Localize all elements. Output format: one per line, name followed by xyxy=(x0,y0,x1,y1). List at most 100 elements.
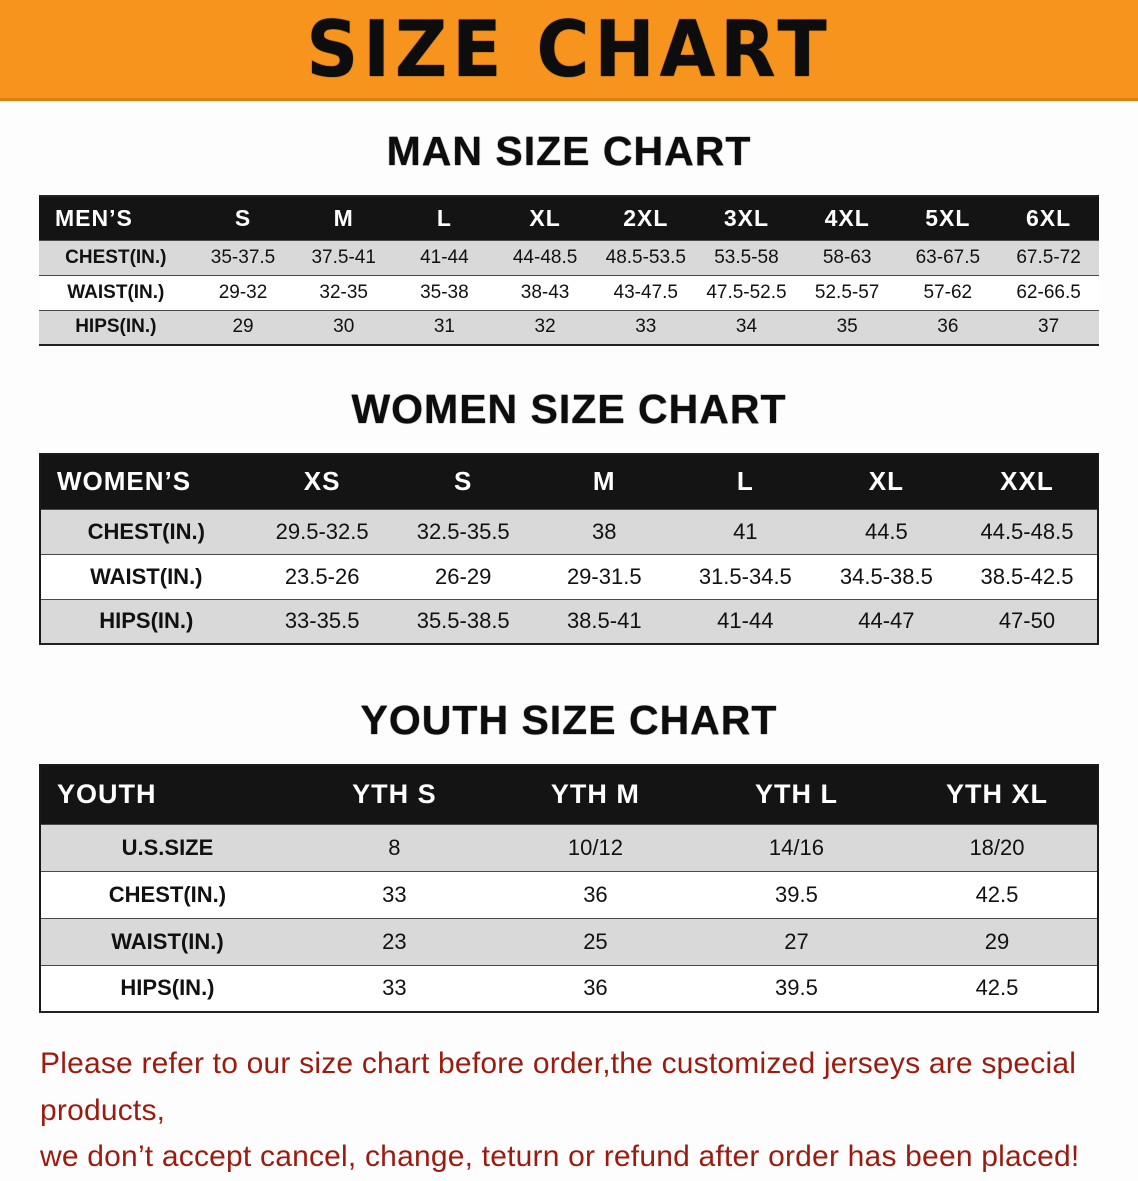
size-column-header: 2XL xyxy=(595,196,697,240)
table-row: WAIST(IN.) 23 25 27 29 xyxy=(40,917,1098,965)
size-column-header: 4XL xyxy=(796,196,898,240)
size-value: 35.5-38.5 xyxy=(392,598,534,645)
size-value: 35-37.5 xyxy=(192,239,294,275)
size-column-header: YTH M xyxy=(494,765,696,824)
size-value: 29-31.5 xyxy=(533,553,675,599)
size-chart-banner: SIZE CHART xyxy=(0,0,1138,101)
size-value: 37.5-41 xyxy=(293,239,395,275)
size-value: 32.5-35.5 xyxy=(392,508,534,554)
size-column-header: XS xyxy=(251,454,393,509)
row-label: HIPS(IN.) xyxy=(40,598,252,645)
row-label: WAIST(IN.) xyxy=(40,917,294,965)
size-value: 38.5-42.5 xyxy=(956,553,1098,599)
size-value: 33-35.5 xyxy=(251,598,393,645)
table-row: U.S.SIZE 8 10/12 14/16 18/20 xyxy=(40,823,1098,871)
men-size-table: MEN’S S M L XL 2XL 3XL 4XL 5XL 6XL CHEST(IN.) 35-37… xyxy=(39,195,1099,346)
row-label: HIPS(IN.) xyxy=(40,964,294,1013)
size-value: 42.5 xyxy=(896,870,1098,918)
size-value: 18/20 xyxy=(896,823,1098,871)
size-column-header: XL xyxy=(815,454,957,509)
table-row: WAIST(IN.) 23.5-26 26-29 29-31.5 31.5-34.5 34… xyxy=(40,553,1098,599)
size-value: 36 xyxy=(494,964,696,1013)
size-value: 10/12 xyxy=(494,823,696,871)
table-header-row: YOUTH YTH S YTH M YTH L YTH XL xyxy=(40,765,1098,824)
row-label: HIPS(IN.) xyxy=(39,309,193,346)
size-value: 41 xyxy=(674,508,816,554)
page-title: SIZE CHART xyxy=(306,3,832,95)
size-column-header: L xyxy=(394,196,495,240)
disclaimer-line-2: we don’t accept cancel, change, teturn o… xyxy=(40,1140,1080,1173)
size-value: 58-63 xyxy=(796,239,898,275)
size-value: 38-43 xyxy=(494,274,596,310)
size-column-header: S xyxy=(192,196,294,240)
row-label: CHEST(IN.) xyxy=(40,508,252,554)
size-value: 44.5 xyxy=(815,508,957,554)
disclaimer: Please refer to our size chart before or… xyxy=(40,1041,1108,1181)
size-value: 44-48.5 xyxy=(494,239,596,275)
size-value: 36 xyxy=(897,309,999,346)
size-column-header: 3XL xyxy=(696,196,797,240)
size-value: 33 xyxy=(595,309,697,346)
size-value: 39.5 xyxy=(695,964,897,1013)
size-value: 35-38 xyxy=(394,274,495,310)
size-value: 38.5-41 xyxy=(533,598,675,645)
size-column-header: YTH XL xyxy=(896,765,1098,824)
table-header-row: MEN’S S M L XL 2XL 3XL 4XL 5XL 6XL xyxy=(39,196,1099,240)
size-value: 27 xyxy=(695,917,897,965)
size-column-header: S xyxy=(392,454,534,509)
row-label: WAIST(IN.) xyxy=(40,553,252,599)
row-label: CHEST(IN.) xyxy=(40,870,294,918)
table-row: WAIST(IN.) 29-32 32-35 35-38 38-43 43-47.5 47.… xyxy=(39,274,1099,310)
size-value: 57-62 xyxy=(897,274,999,310)
size-value: 14/16 xyxy=(695,823,897,871)
size-column-header: 6XL xyxy=(998,196,1099,240)
size-value: 67.5-72 xyxy=(998,239,1099,275)
size-value: 41-44 xyxy=(674,598,816,645)
size-value: 44.5-48.5 xyxy=(956,508,1098,554)
size-value: 41-44 xyxy=(394,239,495,275)
size-value: 53.5-58 xyxy=(696,239,797,275)
size-value: 34 xyxy=(696,309,797,346)
table-row: HIPS(IN.) 29 30 31 32 33 34 35 36 37 xyxy=(39,309,1099,346)
size-value: 32-35 xyxy=(293,274,395,310)
size-value: 25 xyxy=(494,917,696,965)
size-value: 26-29 xyxy=(392,553,534,599)
size-column-header: XXL xyxy=(956,454,1098,509)
table-row: HIPS(IN.) 33-35.5 35.5-38.5 38.5-41 41-44 44-… xyxy=(40,598,1098,645)
size-value: 47-50 xyxy=(956,598,1098,645)
table-title-cell: WOMEN’S xyxy=(40,454,252,509)
size-value: 42.5 xyxy=(896,964,1098,1013)
table-row: HIPS(IN.) 33 36 39.5 42.5 xyxy=(40,964,1098,1013)
table-row: CHEST(IN.) 33 36 39.5 42.5 xyxy=(40,870,1098,918)
size-value: 62-66.5 xyxy=(998,274,1099,310)
size-value: 31.5-34.5 xyxy=(674,553,816,599)
size-value: 23.5-26 xyxy=(251,553,393,599)
size-value: 35 xyxy=(796,309,898,346)
disclaimer-line-1: Please refer to our size chart before or… xyxy=(40,1047,1077,1127)
size-value: 31 xyxy=(394,309,495,346)
size-value: 36 xyxy=(494,870,696,918)
size-value: 52.5-57 xyxy=(796,274,898,310)
size-value: 33 xyxy=(293,964,495,1013)
women-size-table: WOMEN’S XS S M L XL XXL CHEST(IN.) 29.5-32.5 32.5… xyxy=(39,453,1099,645)
size-column-header: 5XL xyxy=(897,196,999,240)
size-value: 38 xyxy=(533,508,675,554)
size-value: 39.5 xyxy=(695,870,897,918)
size-value: 63-67.5 xyxy=(897,239,999,275)
size-value: 34.5-38.5 xyxy=(815,553,957,599)
table-row: CHEST(IN.) 35-37.5 37.5-41 41-44 44-48.5 48.5… xyxy=(39,239,1099,275)
size-value: 43-47.5 xyxy=(595,274,697,310)
youth-size-table: YOUTH YTH S YTH M YTH L YTH XL U.S.SIZE 8 10/12… xyxy=(39,764,1099,1013)
size-value: 29.5-32.5 xyxy=(251,508,393,554)
size-value: 33 xyxy=(293,870,495,918)
table-title-cell: MEN’S xyxy=(39,196,193,240)
size-column-header: YTH L xyxy=(695,765,897,824)
size-value: 30 xyxy=(293,309,395,346)
size-value: 47.5-52.5 xyxy=(696,274,797,310)
size-column-header: M xyxy=(293,196,395,240)
size-value: 29 xyxy=(192,309,294,346)
size-column-header: XL xyxy=(494,196,596,240)
size-value: 8 xyxy=(293,823,495,871)
size-value: 48.5-53.5 xyxy=(595,239,697,275)
size-value: 23 xyxy=(293,917,495,965)
